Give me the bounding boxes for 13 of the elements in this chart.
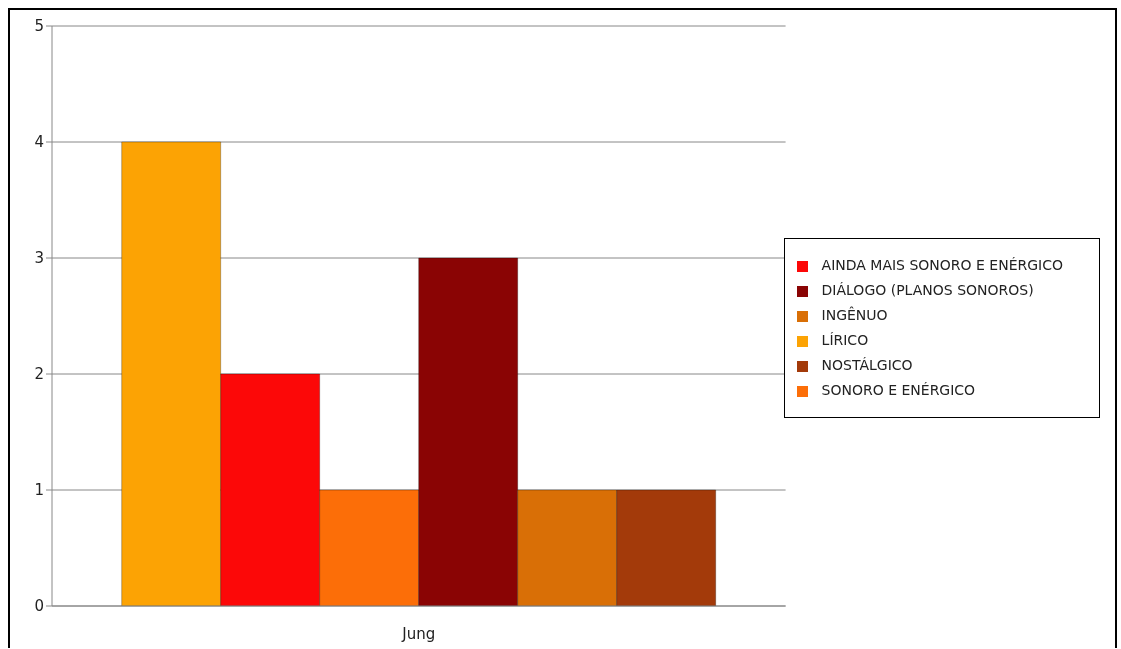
y-tick-label: 4	[34, 133, 44, 152]
y-tick-label: 0	[34, 597, 44, 616]
legend-label: INGÊNUO	[821, 307, 888, 323]
y-tick-label: 1	[34, 481, 44, 500]
y-tick-label: 5	[34, 17, 44, 36]
legend-label: DIÁLOGO (PLANOS SONOROS)	[821, 282, 1034, 298]
x-tick-label: Jung	[401, 624, 436, 643]
legend-label: AINDA MAIS SONORO E ENÉRGICO	[821, 257, 1063, 273]
legend-label: LÍRICO	[821, 332, 869, 348]
y-tick-label: 3	[34, 249, 44, 268]
y-tick-label: 2	[34, 365, 44, 384]
legend-label: NOSTÁLGICO	[821, 357, 913, 373]
legend-label: SONORO E ENÉRGICO	[821, 382, 976, 398]
